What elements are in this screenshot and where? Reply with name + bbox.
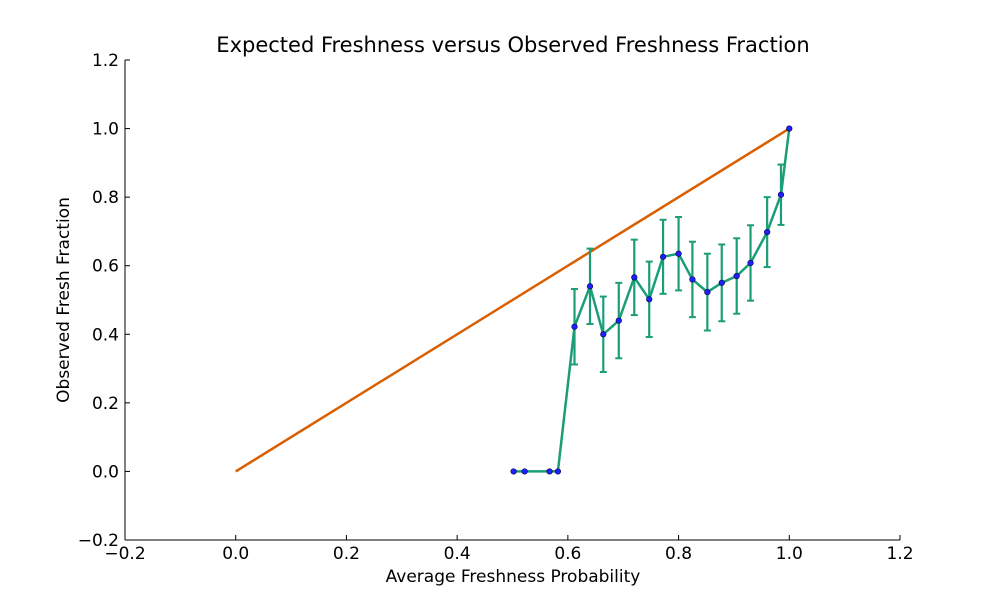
x-tick-label: 1.2: [886, 544, 913, 564]
data-point: [747, 259, 754, 267]
x-tick-label: 0.6: [554, 544, 581, 564]
x-tick-label: 1.0: [776, 544, 803, 564]
y-tick-label: 1.0: [92, 120, 119, 140]
y-tick-label: 0.2: [92, 394, 119, 414]
data-point: [554, 468, 561, 475]
y-tick-label: 0.4: [92, 325, 119, 345]
data-point: [777, 191, 785, 198]
x-tick-label: 0.4: [444, 544, 471, 564]
plot-area: −0.2 0.0 0.2 0.4 0.6 0.8 1.0 1.2 −0.2 0.0 0.2 0.4 0.…: [78, 51, 914, 564]
data-point: [764, 229, 771, 236]
y-tick-label: 1.2: [92, 51, 119, 71]
data-point: [615, 317, 622, 324]
data-point: [786, 125, 793, 132]
data-point: [646, 296, 653, 303]
data-point: [704, 289, 711, 296]
x-axis-title: Average Freshness Probability: [386, 567, 641, 587]
observed-series-line: [513, 128, 791, 473]
y-tick-label: −0.2: [78, 531, 119, 551]
x-tick-label: 0.0: [222, 544, 249, 564]
data-point: [600, 331, 607, 338]
reference-series-line: [235, 127, 790, 473]
data-point: [718, 279, 725, 286]
y-tick-label: 0.6: [92, 257, 119, 277]
x-tick-label: 0.2: [333, 544, 360, 564]
data-point: [546, 468, 553, 475]
chart-title: Expected Freshness versus Observed Fresh…: [216, 33, 809, 57]
data-point: [521, 468, 528, 475]
x-tick-label: −0.2: [104, 544, 145, 564]
data-point: [733, 272, 740, 280]
data-point: [689, 276, 696, 283]
data-point: [675, 250, 682, 257]
y-axis-title: Observed Fresh Fraction: [54, 197, 74, 403]
data-point: [586, 283, 594, 290]
x-tick-label: 0.8: [665, 544, 692, 564]
y-tick-label: 0.8: [92, 188, 119, 208]
y-tick-label: 0.0: [92, 462, 119, 482]
data-point: [659, 253, 667, 260]
data-point: [510, 468, 517, 475]
data-point: [631, 274, 638, 281]
data-point: [571, 323, 578, 330]
